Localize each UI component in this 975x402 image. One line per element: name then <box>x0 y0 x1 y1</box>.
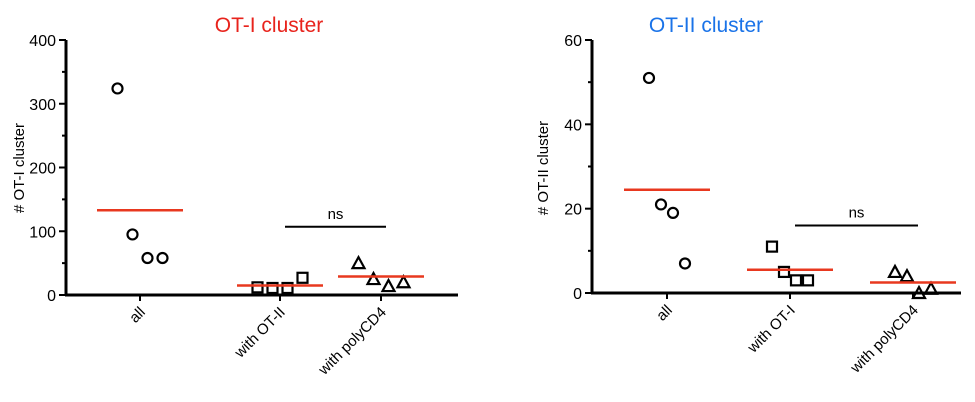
data-point-circle <box>156 251 169 265</box>
y-tick-label: 0 <box>47 288 56 305</box>
y-tick-label: 0 <box>573 286 582 303</box>
chart-panel-ot2: OT-II cluster # OT-II cluster 0 20 40 60 all… <box>535 14 961 377</box>
x-tick-label: all <box>653 302 676 325</box>
data-point-square <box>765 240 779 253</box>
data-point-triangle <box>911 284 927 300</box>
significance-label: ns <box>328 206 344 223</box>
x-tick-label: with OT-I <box>744 302 799 357</box>
significance-label: ns <box>849 205 865 222</box>
data-point-circle <box>642 71 656 85</box>
data-point-square <box>281 281 294 295</box>
x-tick-label: all <box>126 304 149 327</box>
data-point-triangle <box>887 263 903 279</box>
data-point-circle <box>111 82 124 95</box>
x-tick-label: with polyCD4 <box>315 304 390 379</box>
data-point-triangle <box>365 270 382 286</box>
data-point-circle <box>654 198 668 211</box>
data-point-triangle <box>350 254 367 270</box>
data-point-triangle <box>923 280 939 295</box>
y-tick-label: 400 <box>29 33 56 50</box>
chart-title: OT-II cluster <box>649 14 763 37</box>
data-point-square <box>801 274 815 287</box>
data-point-square <box>789 274 803 287</box>
data-point-square <box>251 281 264 294</box>
x-tick-label: with polyCD4 <box>847 302 922 377</box>
chart-panel-ot1: OT-I cluster # OT-I cluster 0 100 200 300 40… <box>11 14 458 379</box>
data-point-circle <box>666 206 680 219</box>
data-point-circle <box>678 257 692 270</box>
data-point-square <box>777 265 791 279</box>
y-axis-label: # OT-II cluster <box>535 121 552 215</box>
chart-title: OT-I cluster <box>215 14 324 37</box>
y-tick-label: 100 <box>29 224 56 241</box>
data-point-square <box>266 281 279 295</box>
x-tick-label: with OT-II <box>231 304 289 362</box>
y-axis-label: # OT-I cluster <box>11 123 28 213</box>
y-tick-label: 300 <box>29 97 56 114</box>
data-point-circle <box>141 251 154 265</box>
y-tick-label: 200 <box>29 161 56 178</box>
data-point-triangle <box>380 277 397 293</box>
data-point-triangle <box>899 267 915 283</box>
y-tick-label: 20 <box>564 202 582 219</box>
data-point-triangle <box>395 273 412 289</box>
y-tick-label: 40 <box>564 117 582 134</box>
data-point-square <box>296 271 309 284</box>
y-tick-label: 60 <box>564 33 582 50</box>
data-point-circle <box>126 228 139 241</box>
